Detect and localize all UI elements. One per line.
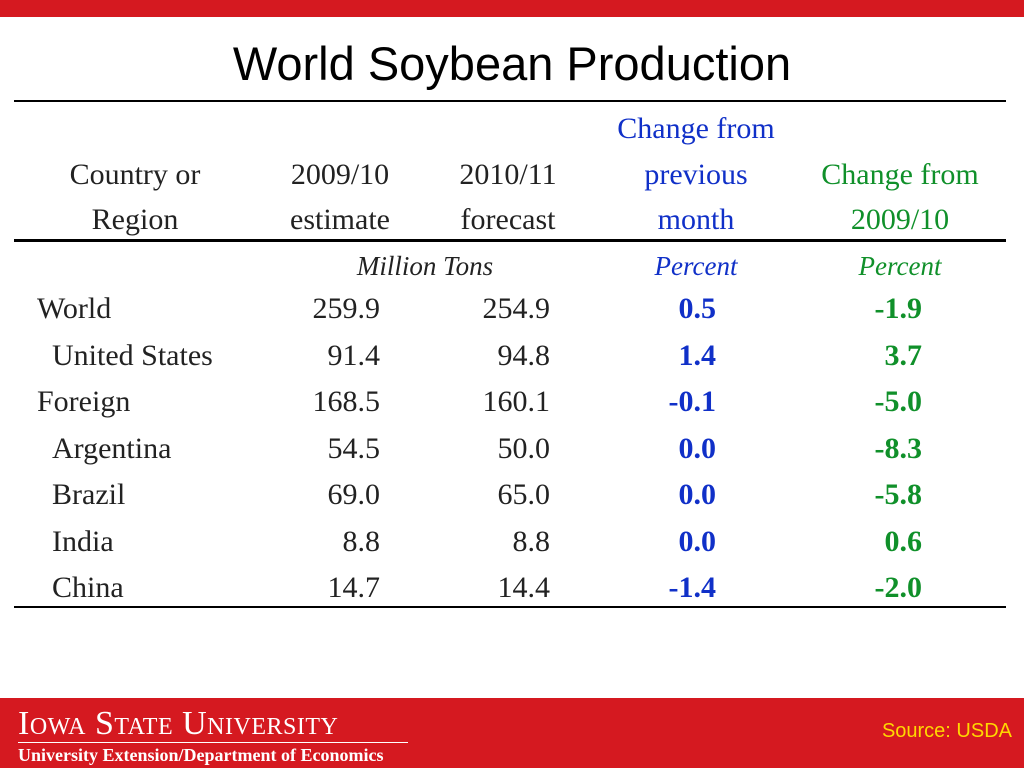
top-brand-bar [0,0,1024,17]
row-label: Argentina [52,431,172,465]
cell-2010-forecast: 8.8 [512,524,551,558]
cell-2009-estimate: 69.0 [327,478,381,511]
cell-2010-forecast: 50.0 [497,431,551,465]
row-label: United States [52,338,213,372]
unit-percent-year: Percent [858,251,942,281]
row-label: World [37,292,112,325]
cell-2010-forecast: 94.8 [497,338,551,372]
cell-change-year: -5.8 [874,478,923,511]
cell-change-year: -5.0 [874,385,923,418]
table-top-rule [14,100,1006,102]
header-change-month-line1: Change from [617,112,775,145]
table-bottom-rule [14,606,1006,608]
header-country-line2: Region [91,203,179,236]
header-change-year-line1: Change from [821,158,979,191]
cell-2009-estimate: 8.8 [342,524,381,558]
unit-million-tons: Million Tons [356,251,494,281]
footer-divider [18,742,408,743]
source-note: Source: USDA [881,720,1012,742]
cell-change-month: 0.0 [678,524,717,558]
unit-percent-month: Percent [654,251,738,281]
cell-2010-forecast: 160.1 [482,385,551,418]
cell-2010-forecast: 14.4 [497,571,551,604]
cell-change-month: 1.4 [678,338,717,372]
slide-title: World Soybean Production [232,37,792,90]
row-label: Brazil [52,478,126,511]
row-label: Foreign [37,385,131,418]
row-label: China [52,571,124,604]
cell-change-year: -1.9 [874,292,923,325]
cell-2009-estimate: 14.7 [327,571,381,604]
cell-2009-estimate: 54.5 [327,431,381,465]
header-2010-line1: 2010/11 [459,158,557,191]
cell-2009-estimate: 168.5 [312,385,381,418]
footer-bar [0,698,1024,768]
header-2009-line1: 2009/10 [290,158,390,191]
department-name: University Extension/Department of Econo… [18,745,384,765]
cell-2010-forecast: 254.9 [482,292,551,325]
row-label: India [52,524,114,558]
cell-2009-estimate: 259.9 [312,292,381,325]
table-header-rule [14,239,1006,242]
cell-2010-forecast: 65.0 [497,478,551,511]
cell-change-year: 3.7 [884,338,923,372]
header-change-year-line2: 2009/10 [850,203,950,236]
cell-change-month: -1.4 [668,571,717,604]
header-country-line1: Country or [69,158,201,191]
cell-change-month: 0.5 [678,292,717,325]
header-2009-line2: estimate [290,203,390,236]
cell-change-month: -0.1 [668,385,717,418]
cell-change-year: 0.6 [884,524,923,558]
header-change-month-line2: previous [644,158,748,191]
cell-change-month: 0.0 [678,431,717,465]
cell-2009-estimate: 91.4 [327,338,381,372]
header-2010-line2: forecast [460,203,556,236]
university-logo-text: Iowa State University [18,705,338,743]
cell-change-year: -2.0 [874,571,923,604]
university-name: Iowa State University [18,705,339,742]
header-change-month-line3: month [657,203,735,236]
cell-change-month: 0.0 [678,478,717,511]
cell-change-year: -8.3 [874,431,923,465]
